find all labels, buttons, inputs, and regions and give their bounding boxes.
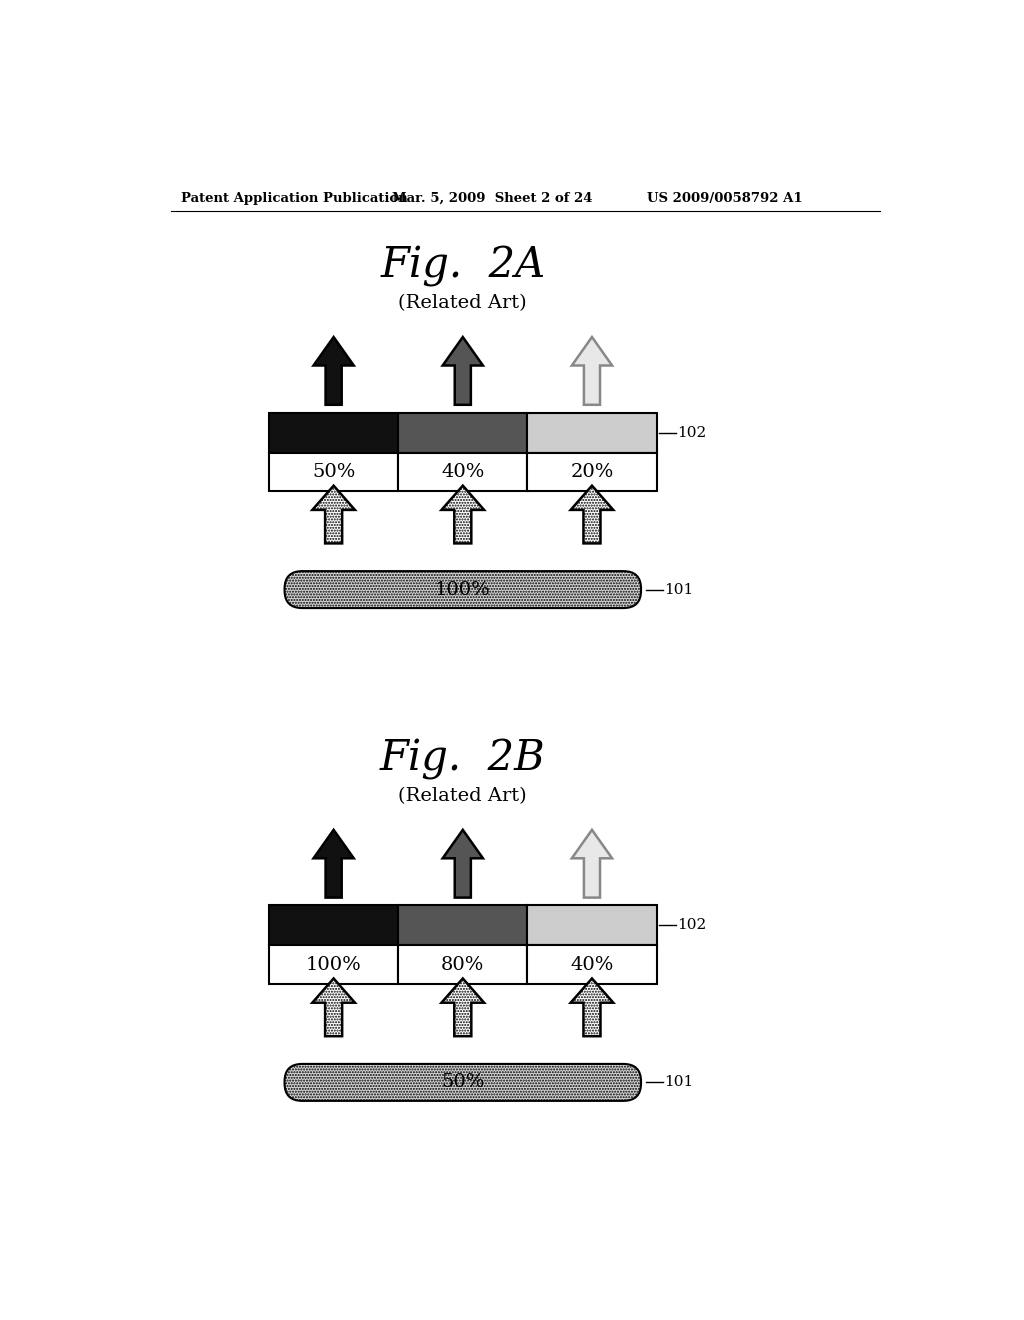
Text: Fig.  2B: Fig. 2B [380,738,546,780]
Bar [269,413,398,453]
Polygon shape [571,830,612,898]
Polygon shape [312,978,355,1036]
Text: 50%: 50% [312,463,355,480]
Text: Mar. 5, 2009  Sheet 2 of 24: Mar. 5, 2009 Sheet 2 of 24 [391,191,592,205]
Bar [398,453,527,491]
Polygon shape [313,337,353,405]
Text: 40%: 40% [441,463,484,480]
Text: 102: 102 [678,919,707,932]
Bar [527,945,656,983]
Text: (Related Art): (Related Art) [398,787,527,805]
Text: 40%: 40% [570,956,613,974]
Text: 20%: 20% [570,463,613,480]
Polygon shape [570,486,613,544]
FancyBboxPatch shape [285,1064,641,1101]
Bar [269,945,398,983]
Bar [398,945,527,983]
Text: 100%: 100% [435,581,490,598]
Bar [398,906,527,945]
Text: 101: 101 [665,582,693,597]
Bar [269,906,398,945]
Text: (Related Art): (Related Art) [398,294,527,312]
Polygon shape [442,337,483,405]
Polygon shape [442,830,483,898]
Text: 80%: 80% [441,956,484,974]
Polygon shape [570,978,613,1036]
Polygon shape [441,978,484,1036]
Bar [527,906,656,945]
Bar [269,453,398,491]
Bar [398,413,527,453]
Text: 100%: 100% [306,956,361,974]
Text: 50%: 50% [441,1073,484,1092]
Text: 102: 102 [678,425,707,440]
Polygon shape [313,830,353,898]
Text: Fig.  2A: Fig. 2A [380,246,546,288]
Polygon shape [312,486,355,544]
Bar [527,453,656,491]
Bar [527,413,656,453]
Text: Patent Application Publication: Patent Application Publication [180,191,408,205]
FancyBboxPatch shape [285,572,641,609]
Polygon shape [571,337,612,405]
Text: US 2009/0058792 A1: US 2009/0058792 A1 [647,191,803,205]
Text: 101: 101 [665,1076,693,1089]
Polygon shape [441,486,484,544]
